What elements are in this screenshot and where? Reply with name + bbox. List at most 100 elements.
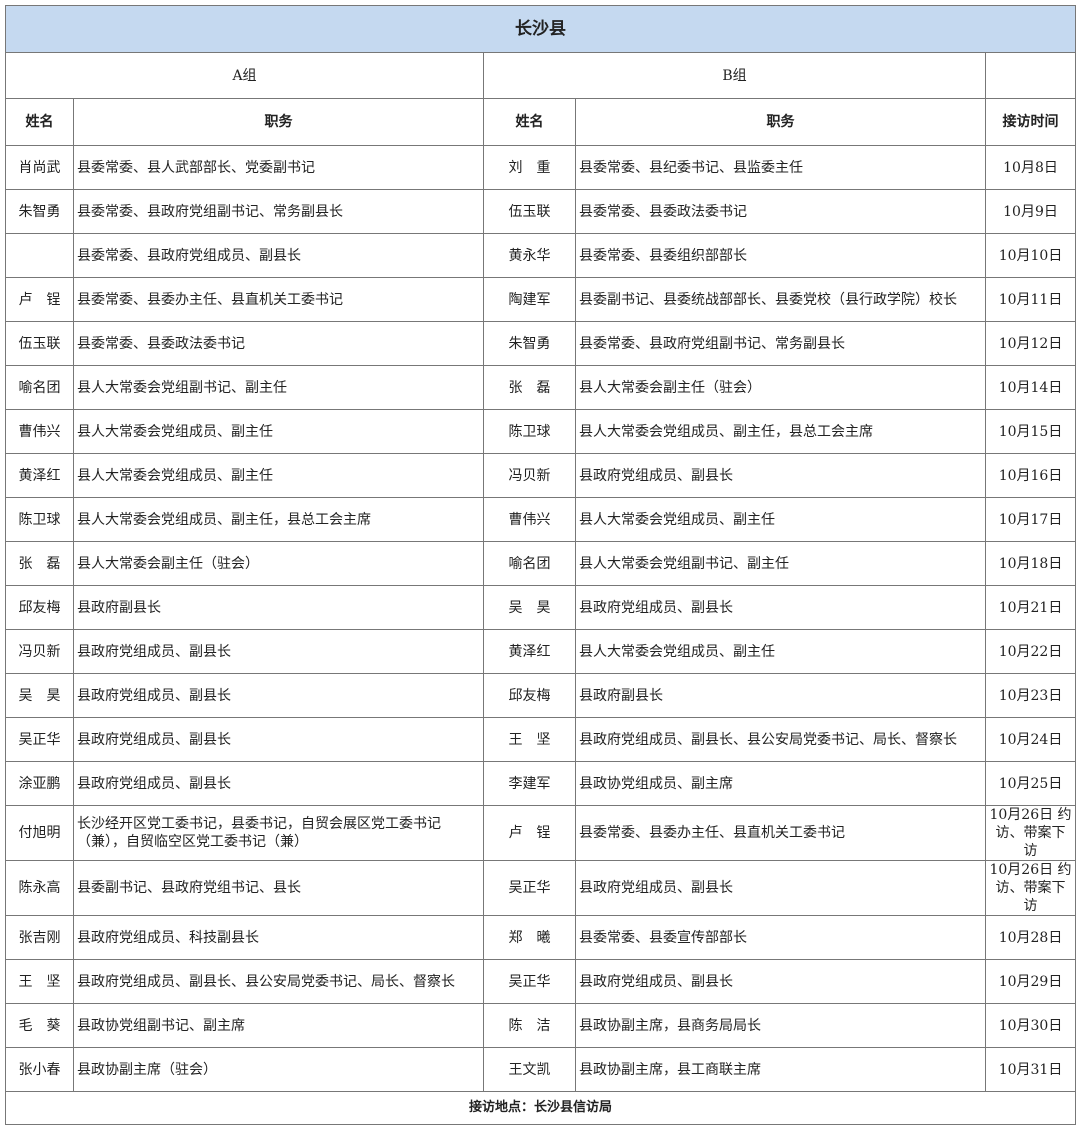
cell-b-name: 黄永华	[483, 233, 576, 278]
table-row: 付旭明 长沙经开区党工委书记，县委书记，自贸会展区党工委书记（兼），自贸临空区党工…	[5, 805, 1077, 861]
table-row: 张 磊县人大常委会副主任（驻会） 喻名团 县人大常委会党组副书记、副主任 10月18日	[5, 541, 1077, 586]
cell-a-name: 涂亚鹏	[5, 761, 74, 806]
cell-b-name: 李建军	[483, 761, 576, 806]
cell-b-position: 县政府党组成员、副县长	[575, 585, 986, 630]
cell-a-position: 县委常委、县人武部部长、党委副书记	[73, 145, 484, 190]
cell-visit-time: 10月31日	[984, 1047, 1077, 1092]
cell-visit-time: 10月10日	[984, 233, 1077, 278]
table-row: 曹伟兴 县人大常委会党组成员、副主任 陈卫球 县人大常委会党组成员、副主任，县总工会主…	[5, 409, 1077, 454]
cell-b-name: 张 磊	[483, 365, 576, 410]
cell-b-position: 县委常委、县纪委书记、县监委主任	[575, 145, 986, 190]
cell-a-position: 县政府党组成员、科技副县长	[73, 915, 484, 960]
cell-a-position: 县政府党组成员、副县长	[73, 761, 484, 806]
cell-visit-time: 10月12日	[984, 321, 1077, 366]
cell-b-name: 郑 曦	[483, 915, 576, 960]
cell-a-name: 张小春	[5, 1047, 74, 1092]
cell-visit-time: 10月11日	[984, 277, 1077, 322]
table-row: 朱智勇 县委常委、县政府党组副书记、常务副县长 伍玉联 县委常委、县委政法委书记 10月…	[5, 189, 1077, 234]
cell-a-position: 县委常委、县政府党组成员、副县长	[73, 233, 484, 278]
table-row: 黄泽红 县人大常委会党组成员、副主任 冯贝新 县政府党组成员、副县长 10月16日	[5, 453, 1077, 498]
cell-a-position: 县政协副主席（驻会）	[73, 1047, 484, 1092]
footer-location: 接访地点：长沙县信访局	[4, 1091, 1077, 1125]
cell-visit-time: 10月25日	[984, 761, 1077, 806]
table-row: 王 坚县政府党组成员、副县长、县公安局党委书记、局长、督察长 吴正华 县政府党组成员…	[5, 959, 1077, 1004]
cell-visit-time: 10月17日	[984, 497, 1077, 542]
cell-a-name: 吴正华	[5, 717, 74, 762]
cell-a-position: 县委常委、县委办主任、县直机关工委书记	[73, 277, 484, 322]
table-row: 陈永高 县委副书记、县政府党组书记、县长 吴正华 县政府党组成员、副县长 10月26日 …	[5, 860, 1077, 916]
cell-visit-time: 10月9日	[984, 189, 1077, 234]
cell-a-position: 县人大常委会党组成员、副主任	[73, 409, 484, 454]
cell-a-name: 喻名团	[5, 365, 74, 410]
cell-a-name: 曹伟兴	[5, 409, 74, 454]
table-row: 涂亚鹏 县政府党组成员、副县长 李建军 县政协党组成员、副主席 10月25日	[5, 761, 1077, 806]
table-row: 县委常委、县政府党组成员、副县长 黄永华 县委常委、县委组织部部长 10月10日	[5, 233, 1077, 278]
table-title: 长沙县	[4, 5, 1077, 53]
cell-a-position: 县政协党组副书记、副主席	[73, 1003, 484, 1048]
cell-a-position: 县委常委、县政府党组副书记、常务副县长	[73, 189, 484, 234]
cell-visit-time: 10月21日	[984, 585, 1077, 630]
cell-b-position: 县委常委、县委组织部部长	[575, 233, 986, 278]
empty-cell	[984, 52, 1077, 99]
cell-a-name: 卢 锃	[5, 277, 74, 322]
table-row: 肖尚武 县委常委、县人武部部长、党委副书记刘 重县委常委、县纪委书记、县监委主任 1…	[5, 145, 1077, 190]
cell-b-position: 县人大常委会副主任（驻会）	[575, 365, 986, 410]
cell-visit-time: 10月16日	[984, 453, 1077, 498]
cell-a-name: 陈卫球	[5, 497, 74, 542]
header-b-position: 职务	[575, 98, 986, 146]
header-a-name: 姓名	[5, 98, 74, 146]
cell-a-name: 伍玉联	[5, 321, 74, 366]
header-time: 接访时间	[984, 98, 1077, 146]
cell-b-name: 陈卫球	[483, 409, 576, 454]
cell-b-name: 冯贝新	[483, 453, 576, 498]
cell-b-name: 喻名团	[483, 541, 576, 586]
cell-a-position: 县委常委、县委政法委书记	[73, 321, 484, 366]
cell-b-position: 县委常委、县政府党组副书记、常务副县长	[575, 321, 986, 366]
cell-visit-time: 10月28日	[984, 915, 1077, 960]
cell-visit-time: 10月29日	[984, 959, 1077, 1004]
cell-visit-time: 10月30日	[984, 1003, 1077, 1048]
cell-b-position: 县委常委、县委政法委书记	[575, 189, 986, 234]
cell-a-position: 县政府党组成员、副县长、县公安局党委书记、局长、督察长	[73, 959, 484, 1004]
cell-visit-time: 10月26日 约访、带案下访	[984, 860, 1077, 916]
cell-a-position: 县政府副县长	[73, 585, 484, 630]
cell-b-position: 县政府副县长	[575, 673, 986, 718]
cell-a-name: 肖尚武	[5, 145, 74, 190]
cell-a-name: 张 磊	[5, 541, 74, 586]
cell-visit-time: 10月8日	[984, 145, 1077, 190]
cell-a-position: 县政府党组成员、副县长	[73, 673, 484, 718]
cell-b-name: 卢 锃	[483, 805, 576, 861]
cell-b-name: 刘 重	[483, 145, 576, 190]
cell-a-name: 吴 昊	[5, 673, 74, 718]
cell-a-position: 县人大常委会党组副书记、副主任	[73, 365, 484, 410]
header-a-position: 职务	[73, 98, 484, 146]
cell-b-position: 县委副书记、县委统战部部长、县委党校（县行政学院）校长	[575, 277, 986, 322]
cell-b-position: 县政协副主席，县商务局局长	[575, 1003, 986, 1048]
cell-a-name: 张吉刚	[5, 915, 74, 960]
cell-b-position: 县政府党组成员、副县长	[575, 860, 986, 916]
table-row: 冯贝新 县政府党组成员、副县长 黄泽红 县人大常委会党组成员、副主任 10月22日	[5, 629, 1077, 674]
cell-a-name: 邱友梅	[5, 585, 74, 630]
cell-b-name: 吴正华	[483, 860, 576, 916]
cell-a-position: 县政府党组成员、副县长	[73, 629, 484, 674]
cell-b-position: 县人大常委会党组成员、副主任，县总工会主席	[575, 409, 986, 454]
table-row: 张小春 县政协副主席（驻会） 王文凯 县政协副主席，县工商联主席 10月31日	[5, 1047, 1077, 1092]
cell-a-position: 县委副书记、县政府党组书记、县长	[73, 860, 484, 916]
cell-a-name: 冯贝新	[5, 629, 74, 674]
cell-b-position: 县人大常委会党组副书记、副主任	[575, 541, 986, 586]
cell-b-position: 县政府党组成员、副县长	[575, 453, 986, 498]
table-row: 毛 葵县政协党组副书记、副主席陈 洁县政协副主席，县商务局局长 10月30日	[5, 1003, 1077, 1048]
schedule-table: 长沙县 A组 B组 姓名 职务 姓名 职务 接访时间 肖尚武 县委常委、县人武部部…	[4, 5, 1077, 1125]
cell-b-name: 陈 洁	[483, 1003, 576, 1048]
cell-b-name: 陶建军	[483, 277, 576, 322]
cell-b-position: 县政协副主席，县工商联主席	[575, 1047, 986, 1092]
cell-a-name: 毛 葵	[5, 1003, 74, 1048]
cell-b-name: 王文凯	[483, 1047, 576, 1092]
cell-b-name: 伍玉联	[483, 189, 576, 234]
cell-b-name: 邱友梅	[483, 673, 576, 718]
cell-a-name: 朱智勇	[5, 189, 74, 234]
table-row: 喻名团 县人大常委会党组副书记、副主任张 磊县人大常委会副主任（驻会） 10月14日	[5, 365, 1077, 410]
cell-a-name: 王 坚	[5, 959, 74, 1004]
cell-b-name: 黄泽红	[483, 629, 576, 674]
cell-b-name: 吴 昊	[483, 585, 576, 630]
